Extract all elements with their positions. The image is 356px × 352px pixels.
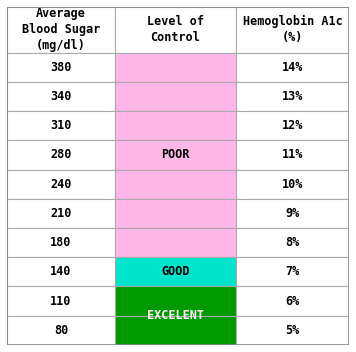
Text: 7%: 7% [286, 265, 300, 278]
Bar [7, 287, 115, 316]
Text: 14%: 14% [282, 61, 303, 74]
Bar [7, 316, 115, 345]
Bar [115, 140, 236, 170]
Text: 210: 210 [50, 207, 72, 220]
Bar [236, 170, 349, 199]
Bar [115, 53, 236, 82]
Text: Level of
Control: Level of Control [147, 15, 204, 44]
Bar [236, 257, 349, 287]
Bar [7, 170, 115, 199]
Text: EXCELENT: EXCELENT [147, 309, 204, 322]
Bar [115, 7, 236, 53]
Text: 5%: 5% [286, 324, 300, 337]
Bar [7, 82, 115, 111]
Bar [236, 287, 349, 316]
Bar [115, 316, 236, 345]
Bar [7, 228, 115, 257]
Bar [7, 199, 115, 228]
Bar [236, 53, 349, 82]
Bar [115, 257, 236, 287]
Text: 13%: 13% [282, 90, 303, 103]
Text: 310: 310 [50, 119, 72, 132]
Bar [236, 228, 349, 257]
Text: 8%: 8% [286, 236, 300, 249]
Bar [115, 199, 236, 228]
Bar [236, 82, 349, 111]
Text: POOR: POOR [161, 149, 190, 162]
Bar [236, 140, 349, 170]
Text: 140: 140 [50, 265, 72, 278]
Bar [236, 111, 349, 140]
Text: 380: 380 [50, 61, 72, 74]
Bar [236, 199, 349, 228]
Text: GOOD: GOOD [161, 265, 190, 278]
Text: Average
Blood Sugar
(mg/dl): Average Blood Sugar (mg/dl) [22, 7, 100, 52]
Text: 280: 280 [50, 149, 72, 162]
Bar [7, 53, 115, 82]
Bar [236, 7, 349, 53]
Text: 12%: 12% [282, 119, 303, 132]
Text: 10%: 10% [282, 178, 303, 191]
Text: 180: 180 [50, 236, 72, 249]
Bar [7, 140, 115, 170]
Bar [115, 287, 236, 316]
Text: Hemoglobin A1c
(%): Hemoglobin A1c (%) [243, 15, 342, 44]
Text: 80: 80 [54, 324, 68, 337]
Bar [115, 170, 236, 199]
Bar [236, 316, 349, 345]
Text: 340: 340 [50, 90, 72, 103]
Text: 110: 110 [50, 295, 72, 308]
Text: 9%: 9% [286, 207, 300, 220]
Bar [7, 7, 115, 53]
Bar [115, 228, 236, 257]
Bar [7, 111, 115, 140]
Text: 6%: 6% [286, 295, 300, 308]
Text: 11%: 11% [282, 149, 303, 162]
Text: 240: 240 [50, 178, 72, 191]
Bar [7, 257, 115, 287]
Bar [115, 111, 236, 140]
Bar [115, 82, 236, 111]
